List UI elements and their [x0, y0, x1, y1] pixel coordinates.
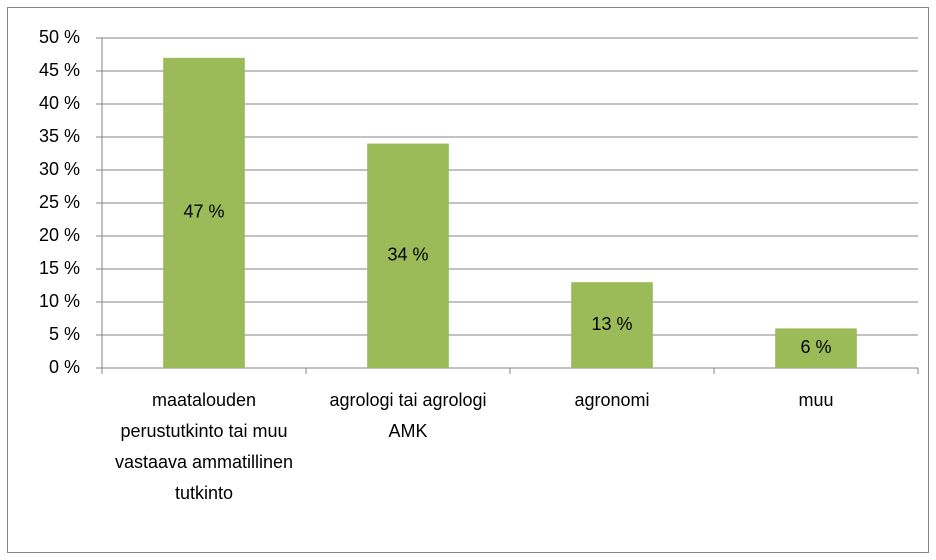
- y-tick-label: 10 %: [39, 291, 80, 311]
- y-tick-label: 5 %: [49, 324, 80, 344]
- y-tick-label: 0 %: [49, 357, 80, 377]
- y-tick-label: 15 %: [39, 258, 80, 278]
- data-label: 6 %: [800, 337, 831, 357]
- x-label-box: agronomi: [574, 390, 650, 410]
- y-tick-label: 20 %: [39, 225, 80, 245]
- data-label: 47 %: [183, 202, 224, 222]
- y-tick-label: 30 %: [39, 159, 80, 179]
- y-tick-label: 50 %: [39, 27, 80, 47]
- x-label-box: agrologi tai agrologi AMK: [329, 390, 487, 441]
- bar: [571, 282, 653, 368]
- x-label-box: maatalouden perustutkinto tai muu vastaa…: [114, 390, 294, 503]
- chart-frame: [7, 7, 929, 553]
- x-tick-label: agrologi tai agrologi AMK: [329, 390, 487, 441]
- y-tick-label: 25 %: [39, 192, 80, 212]
- x-tick-label: maatalouden perustutkinto tai muu vastaa…: [114, 390, 294, 503]
- x-tick-label: muu: [798, 390, 834, 410]
- y-tick-label: 35 %: [39, 126, 80, 146]
- bar: [775, 328, 857, 368]
- y-tick-label: 40 %: [39, 93, 80, 113]
- data-label: 34 %: [387, 245, 428, 265]
- data-label: 13 %: [591, 314, 632, 334]
- bar: [163, 57, 245, 369]
- x-label-box: muu: [798, 390, 834, 410]
- bar: [367, 143, 449, 368]
- y-tick-label: 45 %: [39, 60, 80, 80]
- x-tick-label: agronomi: [574, 390, 650, 410]
